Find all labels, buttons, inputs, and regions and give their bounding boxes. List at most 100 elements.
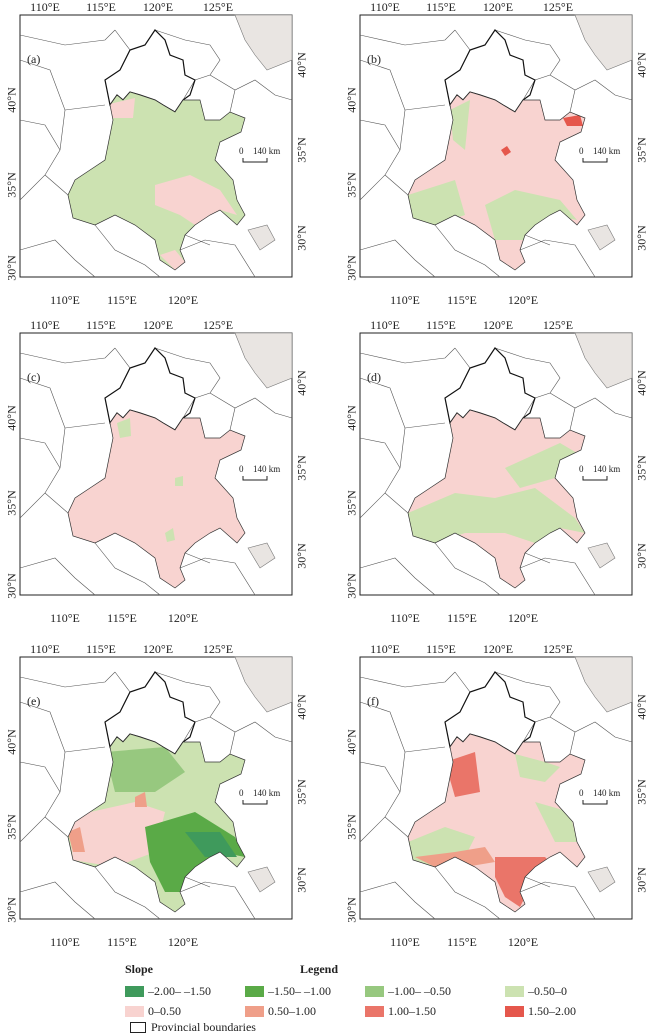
lon-tick-bottom: 110°E (390, 611, 420, 625)
lon-tick-bottom: 110°E (390, 935, 420, 949)
lat-tick-right: 35°N (294, 137, 309, 163)
lon-tick-top: 120°E (142, 642, 174, 656)
legend-swatch (365, 986, 384, 997)
provincial-boundary (569, 407, 576, 431)
provincial-boundary (404, 104, 446, 111)
legend-swatch (245, 986, 264, 997)
provincial-boundary (434, 542, 501, 596)
map-canvas (359, 656, 633, 920)
lat-tick-right: 30°N (294, 543, 309, 569)
slope-patch (501, 146, 511, 156)
slope-patch (175, 476, 183, 486)
slope-patch (155, 175, 237, 225)
legend-item: –2.00– –1.50 (125, 984, 211, 999)
boundary-label: Provincial boundaries (151, 1020, 256, 1034)
lon-tick-bottom: 120°E (507, 935, 539, 949)
lat-tick-left: 30°N (344, 255, 359, 281)
provincial-boundary (524, 234, 551, 246)
lon-tick-bottom: 120°E (167, 611, 199, 625)
neighbor-land (574, 656, 633, 713)
lon-tick-top: 115°E (86, 642, 116, 656)
study-region (68, 92, 245, 270)
neighbor-land (587, 866, 616, 893)
lon-tick-bottom: 115°E (107, 611, 137, 625)
legend-swatch (505, 1006, 524, 1017)
neighbor-land (234, 14, 293, 71)
provincial-boundary (19, 761, 61, 793)
lat-tick-left: 40°N (344, 405, 359, 431)
provincial-boundary (19, 377, 66, 519)
provincial-boundary (19, 437, 61, 469)
provincial-boundary (519, 881, 596, 920)
lat-tick-left: 40°N (4, 729, 19, 755)
provincial-boundary (404, 746, 446, 753)
provincial-boundary (359, 377, 406, 519)
provincial-boundary (359, 557, 436, 596)
scale-bar (242, 800, 268, 805)
lon-tick-top: 110°E (30, 0, 60, 14)
provincial-boundary (359, 59, 406, 201)
panel-label: (d) (367, 370, 381, 384)
scale-bar (582, 158, 608, 163)
map-panel-a: (a) 0 140 km 110°E 115°E 120°E 125°E 110°E 115°E… (5, 0, 309, 307)
legend-label: –0.50–0 (528, 984, 567, 998)
lat-tick-left: 30°N (4, 573, 19, 599)
slope-patch (135, 792, 147, 807)
lon-tick-top: 120°E (142, 318, 174, 332)
provincial-boundary (404, 422, 446, 429)
slope-patch (105, 98, 135, 118)
map-canvas (19, 14, 293, 278)
neighbor-land (234, 656, 293, 713)
provincial-boundary (519, 239, 596, 278)
lat-tick-left: 30°N (344, 573, 359, 599)
panel-label: (b) (367, 52, 381, 66)
provincial-boundary (549, 716, 633, 743)
lat-tick-left: 40°N (4, 405, 19, 431)
map-panel-b: (b) 0 140 km 110°E 115°E 120°E 125°E 110°E 115°E… (344, 0, 649, 307)
provincial-boundary (524, 876, 551, 888)
provincial-boundary (184, 234, 211, 246)
lat-tick-right: 40°N (634, 694, 649, 720)
lat-tick-left: 30°N (4, 897, 19, 923)
lon-tick-bottom: 115°E (447, 611, 477, 625)
legend-item: 1.50–2.00 (505, 1004, 576, 1019)
boundary-swatch (130, 1022, 146, 1033)
scale-start: 0 (239, 146, 244, 156)
provincial-boundary (179, 557, 256, 596)
provincial-boundary (209, 392, 293, 419)
scale-end: 140 km (593, 464, 621, 474)
slope-patch (68, 802, 165, 867)
provincial-boundary (384, 816, 409, 838)
provincial-boundary (549, 74, 633, 101)
legend-label: –1.00– –0.50 (388, 984, 451, 998)
scale-end: 140 km (593, 146, 621, 156)
provincial-boundary (359, 671, 456, 688)
neighbor-land (247, 224, 276, 251)
lat-tick-right: 30°N (634, 543, 649, 569)
panel-label: (c) (27, 370, 41, 384)
neighbor-land (574, 332, 633, 389)
lat-tick-right: 35°N (634, 137, 649, 163)
lat-tick-right: 40°N (634, 52, 649, 78)
map-canvas (359, 14, 633, 278)
lon-tick-top: 110°E (370, 642, 400, 656)
lon-tick-top: 125°E (542, 642, 574, 656)
legend-swatch (245, 1006, 264, 1017)
region-outline (407, 91, 586, 271)
provincial-boundary (19, 347, 116, 364)
lat-tick-right: 30°N (294, 867, 309, 893)
provincial-boundary (44, 492, 69, 514)
slope-patch (105, 747, 185, 792)
lon-tick-top: 120°E (142, 0, 174, 14)
slope-patch (505, 443, 577, 488)
study-region (68, 734, 245, 912)
lat-tick-left: 35°N (344, 172, 359, 198)
lon-tick-top: 115°E (426, 318, 456, 332)
scale-end: 140 km (253, 146, 281, 156)
lon-tick-bottom: 115°E (107, 293, 137, 307)
lon-tick-top: 125°E (202, 642, 234, 656)
slope-patch (515, 754, 560, 782)
legend: Slope Legend –2.00– –1.50 –1.50– –1.00 –… (125, 962, 645, 1035)
region-outline (67, 409, 246, 589)
lon-tick-top: 110°E (30, 642, 60, 656)
